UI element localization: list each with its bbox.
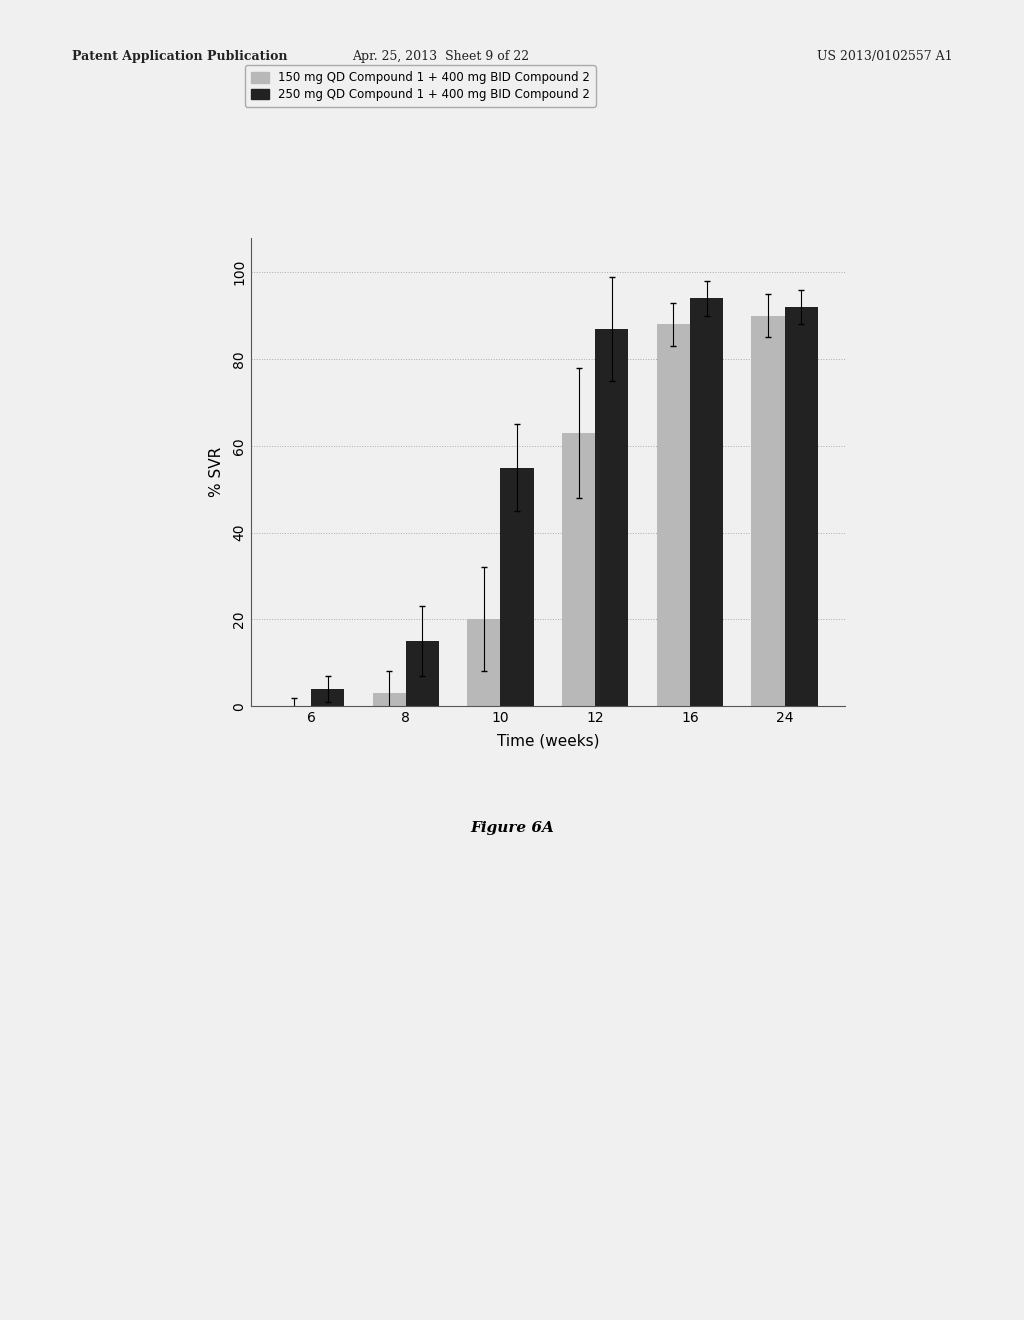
Bar: [595, 329, 629, 706]
Bar: [562, 433, 595, 706]
Text: Patent Application Publication: Patent Application Publication: [72, 50, 287, 63]
Bar: [752, 315, 784, 706]
Bar: [690, 298, 723, 706]
Bar: [784, 308, 818, 706]
Bar: [656, 325, 690, 706]
Bar: [501, 467, 534, 706]
Text: Apr. 25, 2013  Sheet 9 of 22: Apr. 25, 2013 Sheet 9 of 22: [352, 50, 528, 63]
Bar: [373, 693, 406, 706]
Bar: [406, 642, 439, 706]
Text: Figure 6A: Figure 6A: [470, 821, 554, 836]
Bar: [311, 689, 344, 706]
Y-axis label: % SVR: % SVR: [209, 446, 223, 498]
Bar: [467, 619, 501, 706]
Text: US 2013/0102557 A1: US 2013/0102557 A1: [817, 50, 952, 63]
X-axis label: Time (weeks): Time (weeks): [497, 734, 599, 748]
Legend: 150 mg QD Compound 1 + 400 mg BID Compound 2, 250 mg QD Compound 1 + 400 mg BID : 150 mg QD Compound 1 + 400 mg BID Compou…: [245, 66, 596, 107]
